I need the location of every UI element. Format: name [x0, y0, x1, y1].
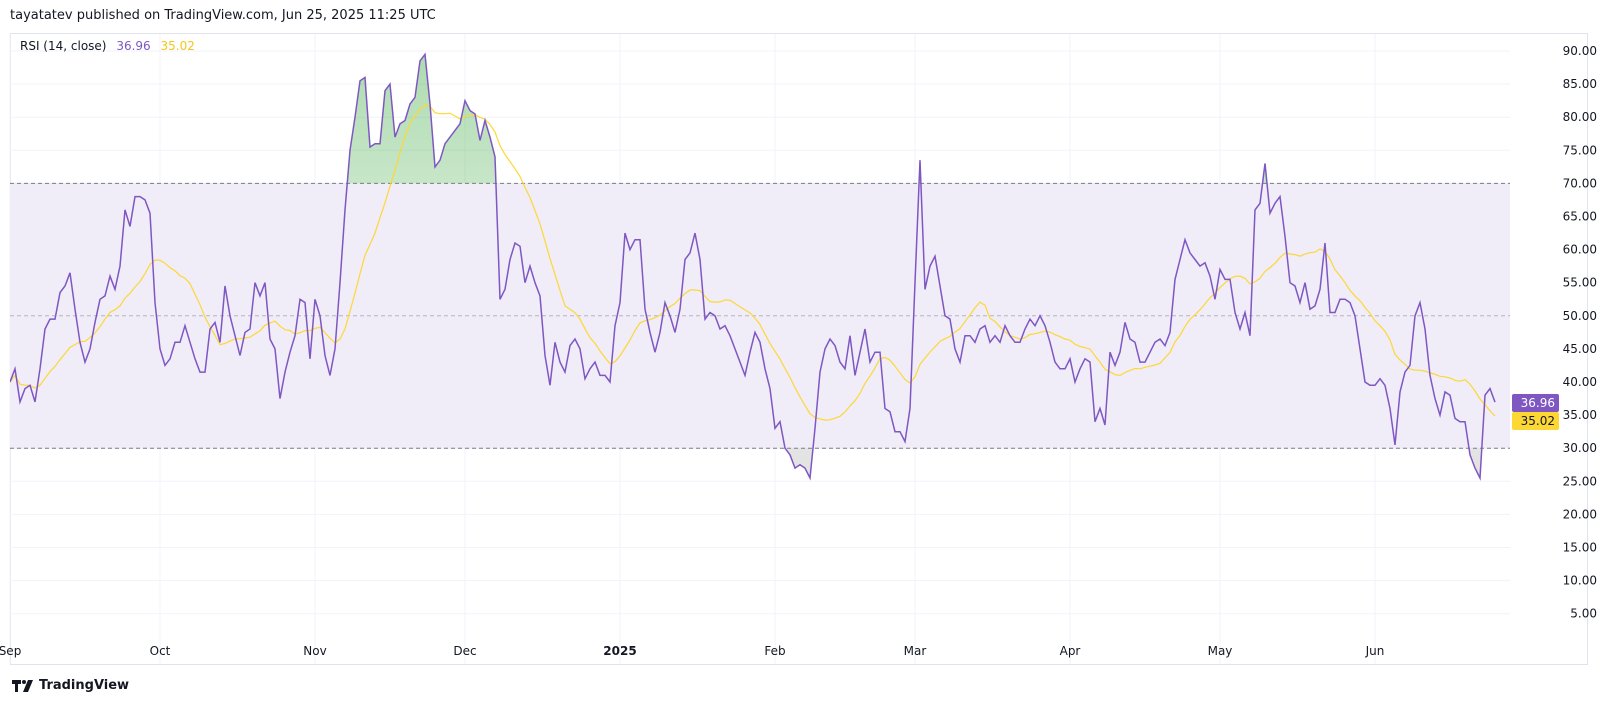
y-tick-label: 5.00	[1570, 607, 1597, 621]
x-tick-label: Mar	[904, 644, 927, 658]
ma-last-label: 35.02	[1521, 414, 1555, 428]
x-axis[interactable]: Sep Oct Nov Dec 2025 Feb Mar Apr May Jun	[0, 644, 1384, 658]
y-tick-label: 80.00	[1563, 110, 1597, 124]
rsi-last-label: 36.96	[1521, 396, 1555, 410]
y-tick-label: 50.00	[1563, 309, 1597, 323]
y-tick-label: 30.00	[1563, 441, 1597, 455]
y-tick-label: 45.00	[1563, 342, 1597, 356]
rsi-line	[10, 52, 1496, 481]
overbought-fill	[347, 54, 1268, 184]
x-tick-label: Apr	[1060, 644, 1081, 658]
x-tick-label: Nov	[303, 644, 326, 658]
x-tick-label: 2025	[603, 644, 636, 658]
y-tick-label: 20.00	[1563, 507, 1597, 521]
rsi-value: 36.96	[116, 39, 151, 53]
y-tick-label: 75.00	[1563, 143, 1597, 157]
brand-name: TradingView	[39, 678, 130, 693]
x-tick-label: Dec	[453, 644, 476, 658]
y-tick-label: 55.00	[1563, 276, 1597, 290]
x-tick-label: Sep	[0, 644, 21, 658]
x-tick-label: Jun	[1365, 644, 1385, 658]
y-axis[interactable]: 90.00 85.00 80.00 75.00 70.00 65.00 60.00 55.00…	[1563, 44, 1597, 621]
rsi-last-label-box	[1512, 394, 1559, 412]
y-tick-label: 10.00	[1563, 574, 1597, 588]
tradingview-logo[interactable]: TradingView	[12, 678, 129, 693]
x-tick-label: May	[1208, 644, 1233, 658]
y-tick-label: 65.00	[1563, 210, 1597, 224]
ma-value: 35.02	[160, 39, 195, 53]
ma-line	[10, 104, 1496, 421]
y-tick-label: 40.00	[1563, 375, 1597, 389]
x-tick-label: Oct	[150, 644, 171, 658]
y-tick-label: 35.00	[1563, 408, 1597, 422]
last-value-labels: 36.96 35.02	[1512, 394, 1559, 430]
y-tick-label: 15.00	[1563, 541, 1597, 555]
tradingview-logo-icon	[12, 679, 33, 692]
y-tick-label: 60.00	[1563, 243, 1597, 257]
indicator-legend[interactable]: RSI (14, close) 36.96 35.02	[20, 39, 201, 53]
y-tick-label: 25.00	[1563, 474, 1597, 488]
indicator-name: RSI (14, close)	[20, 39, 107, 53]
y-tick-label: 85.00	[1563, 77, 1597, 91]
y-tick-label: 90.00	[1563, 44, 1597, 58]
y-tick-label: 70.00	[1563, 176, 1597, 190]
publisher-line: tayatatev published on TradingView.com, …	[10, 8, 436, 23]
ma-last-label-box	[1512, 412, 1559, 430]
x-tick-label: Feb	[764, 644, 785, 658]
